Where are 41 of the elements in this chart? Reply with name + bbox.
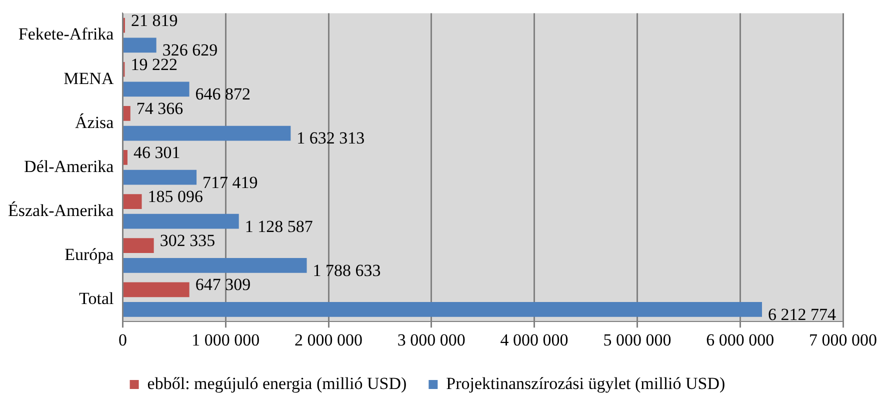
x-tick-label: 4 000 000 bbox=[500, 330, 568, 350]
y-tick-label: MENA bbox=[64, 68, 114, 88]
bar bbox=[123, 170, 197, 185]
legend-label: Projektinanszírozási ügylet (millió USD) bbox=[446, 374, 726, 393]
x-tick-label: 5 000 000 bbox=[603, 330, 672, 350]
data-label: 1 632 313 bbox=[296, 128, 365, 148]
data-label: 647 309 bbox=[195, 275, 251, 294]
data-label: 1 128 587 bbox=[244, 216, 314, 236]
x-tick-label: 2 000 000 bbox=[294, 330, 363, 350]
data-label: 1 788 633 bbox=[312, 260, 381, 280]
y-tick-label: Total bbox=[79, 289, 114, 308]
x-tick-label: 3 000 000 bbox=[397, 330, 466, 350]
data-label: 21 819 bbox=[130, 10, 178, 30]
bar bbox=[123, 302, 762, 317]
bar bbox=[123, 38, 156, 53]
y-tick-label: Dél-Amerika bbox=[24, 156, 114, 176]
x-tick-label: 6 000 000 bbox=[706, 330, 774, 350]
bar bbox=[123, 214, 239, 229]
data-label: 185 096 bbox=[148, 187, 204, 206]
data-label: 6 212 774 bbox=[768, 304, 836, 324]
data-label: 646 872 bbox=[195, 84, 251, 104]
x-tick-label: 0 bbox=[118, 330, 127, 350]
bar bbox=[123, 82, 190, 97]
x-tick-label: 1 000 000 bbox=[192, 330, 260, 350]
data-label: 74 366 bbox=[136, 98, 184, 118]
bar bbox=[123, 126, 291, 141]
bar bbox=[123, 258, 307, 273]
legend-label: ebből: megújuló energia (millió USD) bbox=[147, 374, 407, 393]
y-tick-label: Észak-Amerika bbox=[8, 200, 114, 220]
x-tick-label: 7 000 000 bbox=[809, 330, 877, 350]
bar bbox=[123, 238, 154, 254]
bar bbox=[123, 282, 190, 298]
bar bbox=[123, 194, 142, 209]
bar bbox=[123, 150, 128, 165]
y-tick-label: Európa bbox=[64, 244, 114, 264]
data-label: 46 301 bbox=[133, 142, 180, 162]
y-tick-label: Ázisa bbox=[75, 112, 114, 132]
y-tick-label: Fekete-Afrika bbox=[18, 24, 114, 44]
bar bbox=[123, 106, 130, 121]
data-label: 302 335 bbox=[160, 231, 216, 250]
data-label: 717 419 bbox=[202, 172, 258, 192]
